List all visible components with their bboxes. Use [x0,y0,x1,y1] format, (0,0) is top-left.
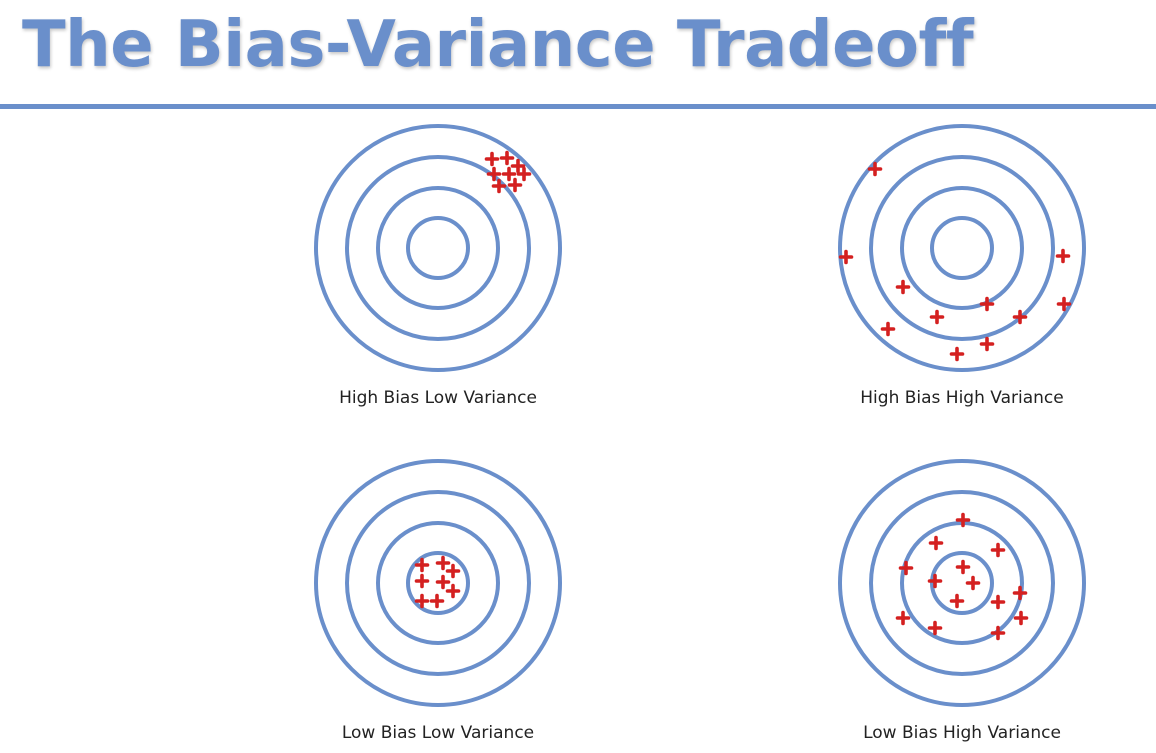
hit-plus-icon [955,559,971,575]
hit-plus-icon [928,535,944,551]
hit-plus-icon [927,620,943,636]
target-ring-3 [376,186,500,310]
hit-plus-icon [949,593,965,609]
hit-plus-icon [507,177,523,193]
hit-plus-icon [1013,610,1029,626]
target-ring-2 [869,155,1055,341]
target-ring-2 [345,490,531,676]
hit-plus-icon [898,560,914,576]
hit-plus-icon [484,151,500,167]
hit-plus-icon [929,309,945,325]
bullseye-target [314,124,562,372]
hit-plus-icon [1012,585,1028,601]
target-low-bias-low-variance: Low Bias Low Variance [308,453,568,753]
hit-plus-icon [867,161,883,177]
target-high-bias-low-variance: High Bias Low Variance [308,118,568,418]
target-ring-3 [900,186,1024,310]
title-underline [0,104,1156,109]
hit-plus-icon [445,563,461,579]
bullseye-target [838,124,1086,372]
hit-plus-icon [990,625,1006,641]
hit-plus-icon [979,296,995,312]
hit-plus-icon [965,575,981,591]
hit-plus-icon [445,583,461,599]
hit-plus-icon [414,557,430,573]
target-ring-1 [838,124,1086,372]
hit-plus-icon [880,321,896,337]
hit-plus-icon [895,279,911,295]
target-ring-3 [900,521,1024,645]
hit-plus-icon [1056,296,1072,312]
target-ring-2 [869,490,1055,676]
target-ring-1 [838,459,1086,707]
target-caption: High Bias High Variance [860,388,1064,408]
target-caption: High Bias Low Variance [339,388,537,408]
target-ring-4 [406,551,470,615]
target-ring-4 [406,216,470,280]
bullseye-target [838,459,1086,707]
target-ring-3 [376,521,500,645]
target-caption: Low Bias High Variance [863,723,1061,743]
target-ring-4 [930,551,994,615]
hit-plus-icon [516,166,532,182]
hit-plus-icon [501,166,517,182]
hit-plus-icon [491,178,507,194]
target-ring-1 [314,459,562,707]
target-high-bias-high-variance: High Bias High Variance [832,118,1092,418]
hit-plus-icon [414,593,430,609]
target-low-bias-high-variance: Low Bias High Variance [832,453,1092,753]
hit-plus-icon [499,150,515,166]
hit-plus-icon [435,555,451,571]
bullseye-target [314,459,562,707]
hit-plus-icon [927,573,943,589]
hit-plus-icon [949,346,965,362]
target-ring-1 [314,124,562,372]
hit-plus-icon [990,542,1006,558]
page-title: The Bias-Variance Tradeoff [22,8,974,82]
target-caption: Low Bias Low Variance [341,723,535,743]
hit-plus-icon [435,574,451,590]
hit-plus-icon [838,249,854,265]
hit-plus-icon [955,512,971,528]
hit-plus-icon [414,573,430,589]
hit-plus-icon [510,158,526,174]
hit-plus-icon [990,594,1006,610]
hit-plus-icon [979,336,995,352]
hit-plus-icon [486,166,502,182]
target-ring-2 [345,155,531,341]
hit-plus-icon [1012,309,1028,325]
hit-plus-icon [1055,248,1071,264]
hit-plus-icon [895,610,911,626]
hit-plus-icon [429,593,445,609]
target-ring-4 [930,216,994,280]
